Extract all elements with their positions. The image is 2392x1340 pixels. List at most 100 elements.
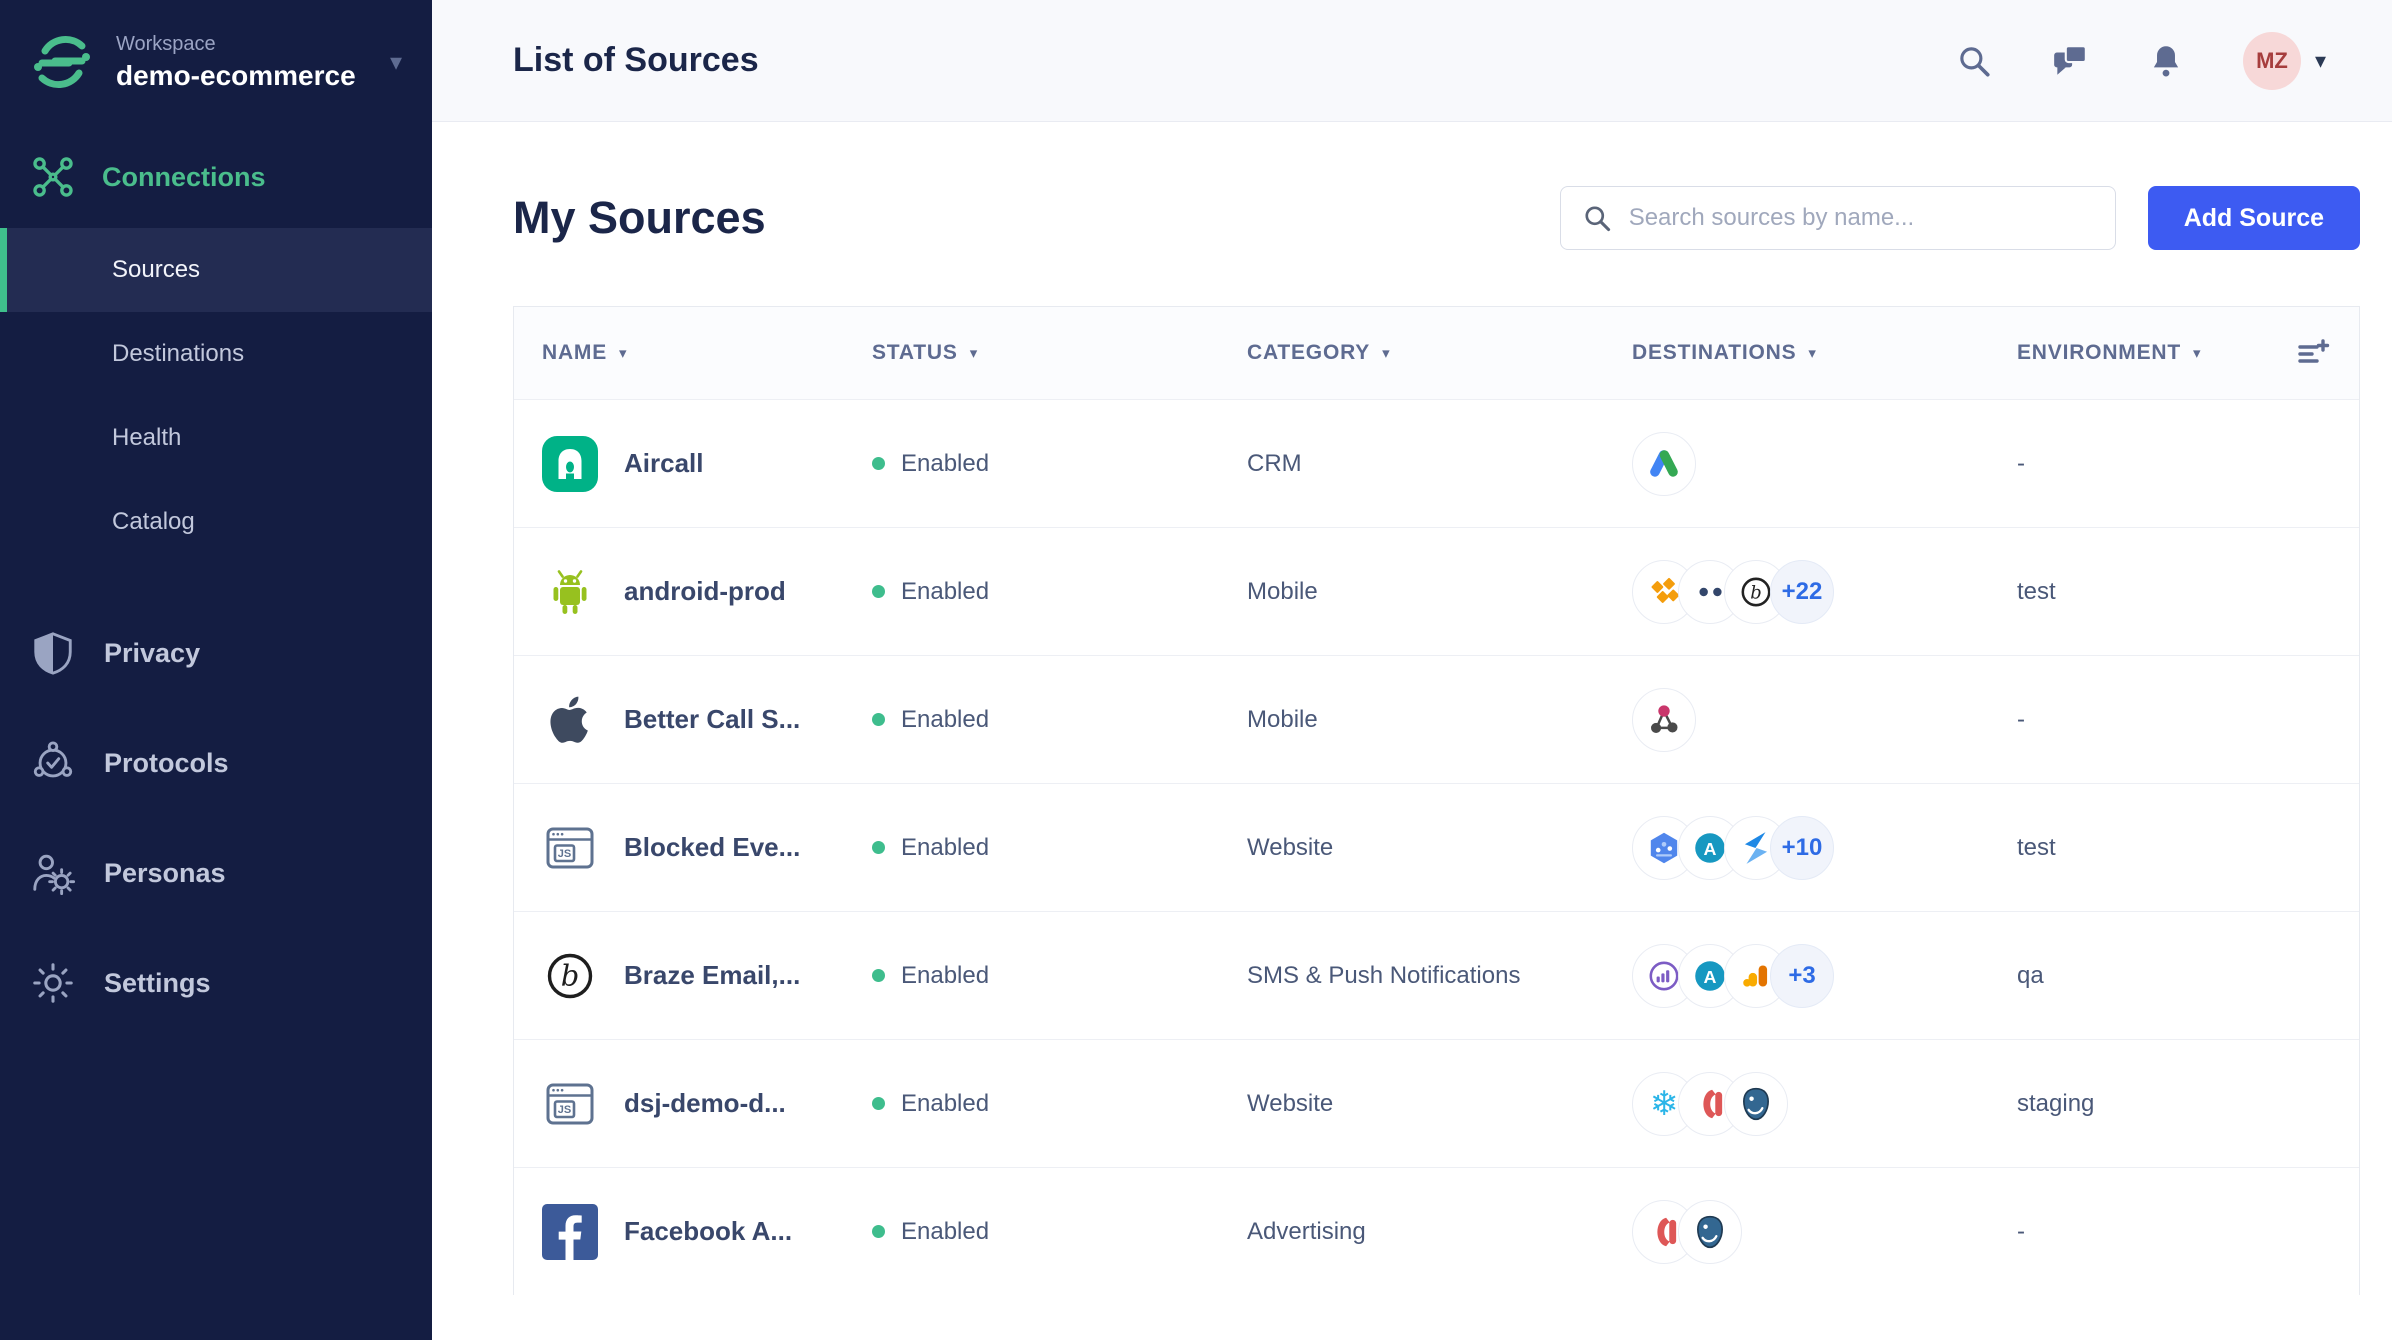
chat-icon[interactable] [2051,42,2089,80]
sidebar-item-sources[interactable]: Sources [0,228,432,312]
sort-caret-icon: ▾ [1382,345,1391,362]
status-dot [872,1097,885,1110]
column-header-status[interactable]: STATUS ▾ [872,341,979,364]
status-dot [872,457,885,470]
sidebar-item-label: Personas [104,857,226,888]
category-label: SMS & Push Notifications [1247,961,1521,989]
search-icon [1581,202,1613,234]
sidebar-item-settings[interactable]: Settings [0,928,432,1038]
environment-label: staging [2017,1089,2095,1117]
overflow-badge: +3 [1770,943,1834,1008]
status-dot [872,585,885,598]
add-source-button[interactable]: Add Source [2147,186,2360,250]
bell-icon[interactable] [2147,42,2185,80]
status-dot [872,841,885,854]
segment-logo-icon [30,30,94,94]
status-dot [872,969,885,982]
android-logo-icon [542,564,598,620]
workspace-switcher[interactable]: Workspace demo-ecommerce ▾ [0,0,432,130]
add-column-icon[interactable] [2271,335,2331,371]
sidebar-item-destinations[interactable]: Destinations [0,312,432,396]
facebook-logo-icon [542,1204,598,1260]
source-name: android-prod [624,576,786,606]
javascript-source-icon [542,1076,598,1132]
shield-icon [30,630,76,676]
page-heading: My Sources [513,192,766,243]
protocols-icon [30,740,76,786]
sort-caret-icon: ▾ [619,345,628,362]
search-sources-input[interactable] [1628,204,2095,232]
category-label: Website [1247,833,1334,861]
column-header-name[interactable]: NAME ▾ [542,341,628,364]
chevron-down-icon: ▾ [2314,47,2326,73]
category-label: Advertising [1247,1217,1366,1245]
sidebar-item-label: Connections [102,161,266,192]
sidebar-item-label: Destinations [112,340,245,367]
table-row[interactable]: Facebook A... Enabled Advertising - [514,1167,2359,1295]
table-header: NAME ▾ STATUS ▾ CATEGORY ▾ DESTINATIONS ▾ EN… [514,307,2359,399]
aircall-logo-icon [542,436,598,492]
sidebar-item-label: Health [112,424,182,451]
status-label: Enabled [901,1217,990,1245]
status-label: Enabled [901,1089,990,1117]
environment-label: - [2017,1217,2025,1245]
chevron-down-icon: ▾ [389,48,402,76]
column-header-environment[interactable]: ENVIRONMENT ▾ [2017,341,2202,364]
status-dot [872,1225,885,1238]
sidebar-item-personas[interactable]: Personas [0,818,432,928]
category-label: Mobile [1247,705,1318,733]
status-dot [872,713,885,726]
status-label: Enabled [901,961,990,989]
status-label: Enabled [901,449,990,477]
environment-label: - [2017,449,2025,477]
status-label: Enabled [901,705,990,733]
sidebar-item-privacy[interactable]: Privacy [0,598,432,708]
sort-caret-icon: ▾ [2192,345,2202,362]
sidebar-item-connections[interactable]: Connections [0,130,432,228]
source-name: Better Call S... [624,704,801,734]
main-area: List of Sources MZ ▾ My Sources Add Sour… [432,0,2392,1340]
sort-caret-icon: ▾ [969,345,979,362]
sidebar: Workspace demo-ecommerce ▾ Connections S… [0,0,432,1340]
table-row[interactable]: Aircall Enabled CRM - [514,399,2359,527]
table-row[interactable]: dsj-demo-d... Enabled Website ❄ staging [514,1039,2359,1167]
google-ads-icon [1632,431,1696,496]
sidebar-item-health[interactable]: Health [0,396,432,480]
workspace-label: Workspace [116,32,216,55]
search-sources-box [1559,186,2116,250]
sidebar-item-catalog[interactable]: Catalog [0,480,432,564]
postgres-icon [1678,1199,1742,1264]
environment-label: test [2017,833,2056,861]
gear-icon [30,960,76,1006]
postgres-icon [1724,1071,1788,1136]
source-name: dsj-demo-d... [624,1088,786,1118]
table-row[interactable]: Better Call S... Enabled Mobile - [514,655,2359,783]
environment-label: test [2017,577,2056,605]
workspace-name: demo-ecommerce [116,59,356,91]
source-name: Blocked Eve... [624,832,801,862]
account-menu[interactable]: MZ ▾ [2242,31,2326,90]
table-row[interactable]: android-prod Enabled Mobile +22 test [514,527,2359,655]
category-label: Website [1247,1089,1334,1117]
webhook-icon [1632,687,1696,752]
category-label: Mobile [1247,577,1318,605]
overflow-badge: +10 [1770,815,1834,880]
page-title: List of Sources [513,41,759,79]
sidebar-item-label: Sources [112,256,201,283]
source-name: Aircall [624,448,704,478]
column-header-category[interactable]: CATEGORY ▾ [1247,341,1391,364]
status-label: Enabled [901,833,990,861]
table-row[interactable]: Blocked Eve... Enabled Website +10 test [514,783,2359,911]
connections-icon [30,154,76,200]
search-icon[interactable] [1955,42,1993,80]
javascript-source-icon [542,820,598,876]
apple-logo-icon [542,692,598,748]
source-name: Braze Email,... [624,960,801,990]
sidebar-item-protocols[interactable]: Protocols [0,708,432,818]
sources-table: NAME ▾ STATUS ▾ CATEGORY ▾ DESTINATIONS ▾ EN… [513,306,2360,1295]
avatar: MZ [2242,31,2301,90]
table-row[interactable]: Braze Email,... Enabled SMS & Push Notif… [514,911,2359,1039]
topbar: List of Sources MZ ▾ [432,0,2392,122]
column-header-destinations[interactable]: DESTINATIONS ▾ [1632,341,1817,364]
environment-label: - [2017,705,2025,733]
